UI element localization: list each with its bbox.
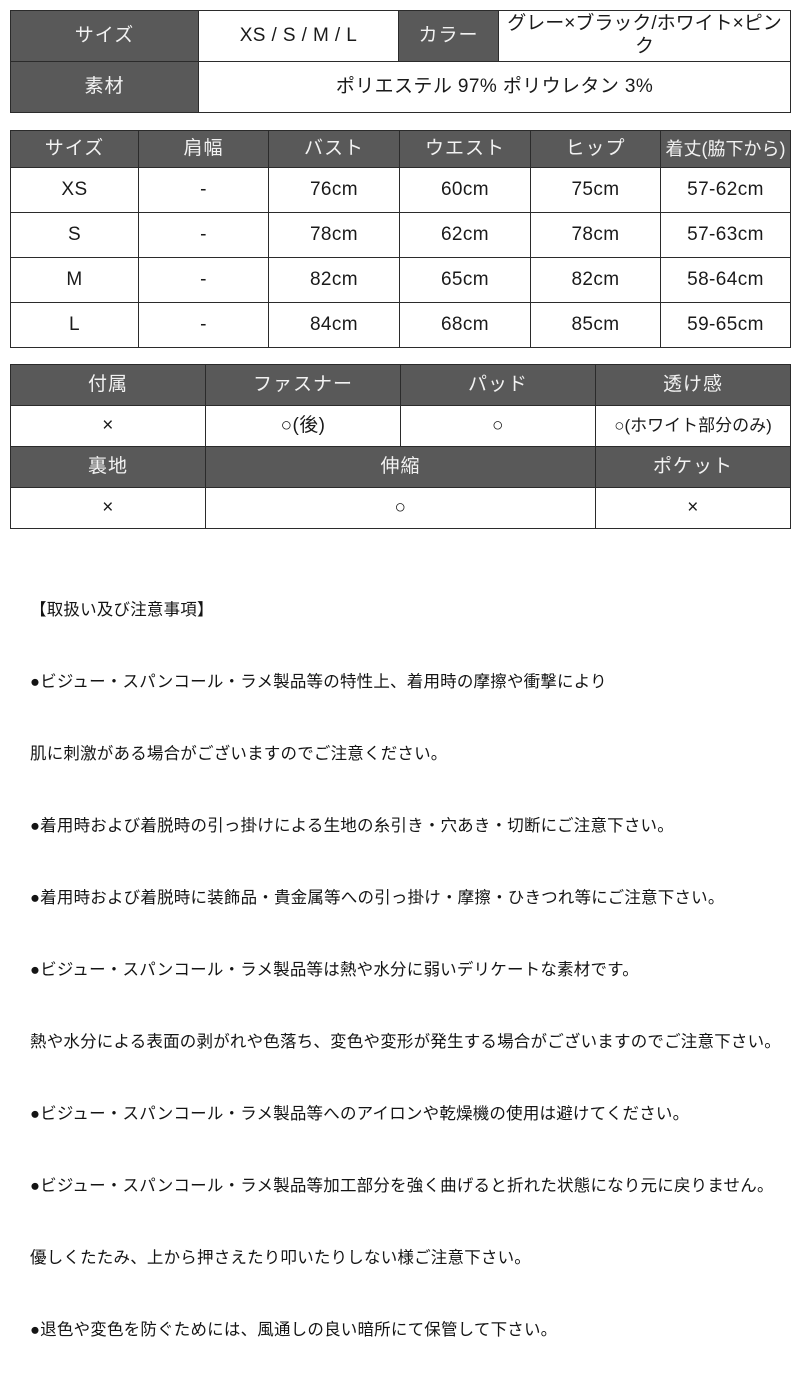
care-line: 優しくたたみ、上から押さえたり叩いたりしない様ご注意下さい。 <box>30 1249 531 1267</box>
table-header-row: 裏地 伸縮 ポケット <box>10 446 791 488</box>
size-cell-waist: 62cm <box>399 212 531 258</box>
basic-label-material: 素材 <box>10 61 199 113</box>
attr-header-lining: 裏地 <box>10 446 206 488</box>
table-header-row: サイズ 肩幅 バスト ウエスト ヒップ 着丈(脇下から) <box>10 130 791 168</box>
size-cell-size: L <box>10 302 139 348</box>
basic-info-table: サイズ XS / S / M / L カラー グレー×ブラック/ホワイト×ピンク… <box>10 10 791 113</box>
size-cell-shoulder: - <box>138 212 269 258</box>
basic-label-size: サイズ <box>10 10 199 62</box>
basic-value-color: グレー×ブラック/ホワイト×ピンク <box>498 10 791 62</box>
attr-header-accessory: 付属 <box>10 364 206 406</box>
size-cell-shoulder: - <box>138 167 269 213</box>
size-cell-bust: 84cm <box>268 302 400 348</box>
size-cell-length: 58-64cm <box>660 257 791 303</box>
size-cell-length: 59-65cm <box>660 302 791 348</box>
attr-value-zipper: ○(後) <box>205 405 401 447</box>
size-cell-hip: 82cm <box>530 257 661 303</box>
care-line: ●ビジュー・スパンコール・ラメ製品等は熱や水分に弱いデリケートな素材です。 <box>30 961 639 979</box>
care-line: 肌に刺激がある場合がございますのでご注意ください。 <box>30 745 448 763</box>
care-line: ●着用時および着脱時に装飾品・貴金属等への引っ掛け・摩擦・ひきつれ等にご注意下さ… <box>30 889 725 907</box>
attributes-table: 付属 ファスナー パッド 透け感 × ○(後) ○ ○(ホワイト部分のみ) 裏地… <box>10 364 791 529</box>
attr-value-pad: ○ <box>400 405 596 447</box>
table-row: M - 82cm 65cm 82cm 58-64cm <box>10 257 791 303</box>
table-row: 素材 ポリエステル 97% ポリウレタン 3% <box>10 61 791 113</box>
attr-value-stretch: ○ <box>205 487 596 529</box>
care-line: ●ビジュー・スパンコール・ラメ製品等へのアイロンや乾燥機の使用は避けてください。 <box>30 1105 690 1123</box>
size-cell-waist: 65cm <box>399 257 531 303</box>
care-line: 熱や水分による表面の剥がれや色落ち、変色や変形が発生する場合がございますのでご注… <box>30 1033 782 1051</box>
size-cell-length: 57-63cm <box>660 212 791 258</box>
product-spec-page: サイズ XS / S / M / L カラー グレー×ブラック/ホワイト×ピンク… <box>0 10 800 1339</box>
size-header-hip: ヒップ <box>530 130 661 168</box>
size-header-waist: ウエスト <box>399 130 531 168</box>
attr-header-stretch: 伸縮 <box>205 446 596 488</box>
size-measurement-table: サイズ 肩幅 バスト ウエスト ヒップ 着丈(脇下から) XS - 76cm 6… <box>10 130 791 348</box>
care-line: ●ビジュー・スパンコール・ラメ製品等の特性上、着用時の摩擦や衝撃により <box>30 673 607 691</box>
attr-value-sheerness: ○(ホワイト部分のみ) <box>595 405 791 447</box>
size-cell-length: 57-62cm <box>660 167 791 213</box>
size-cell-size: M <box>10 257 139 303</box>
size-header-shoulder: 肩幅 <box>138 130 269 168</box>
table-row: L - 84cm 68cm 85cm 59-65cm <box>10 302 791 348</box>
size-cell-hip: 75cm <box>530 167 661 213</box>
care-line: ●ビジュー・スパンコール・ラメ製品等加工部分を強く曲げると折れた状態になり元に戻… <box>30 1177 774 1195</box>
size-cell-waist: 60cm <box>399 167 531 213</box>
care-title: 【取扱い及び注意事項】 <box>30 601 214 619</box>
table-row: サイズ XS / S / M / L カラー グレー×ブラック/ホワイト×ピンク <box>10 10 791 62</box>
table-row: × ○ × <box>10 487 791 529</box>
size-cell-hip: 78cm <box>530 212 661 258</box>
size-cell-bust: 76cm <box>268 167 400 213</box>
size-header-size: サイズ <box>10 130 139 168</box>
care-instructions: 【取扱い及び注意事項】 ●ビジュー・スパンコール・ラメ製品等の特性上、着用時の摩… <box>30 550 782 1390</box>
table-row: × ○(後) ○ ○(ホワイト部分のみ) <box>10 405 791 447</box>
size-header-length: 着丈(脇下から) <box>660 130 791 168</box>
size-cell-bust: 82cm <box>268 257 400 303</box>
size-cell-shoulder: - <box>138 257 269 303</box>
care-line: ●退色や変色を防ぐためには、風通しの良い暗所にて保管して下さい。 <box>30 1321 558 1339</box>
size-cell-size: XS <box>10 167 139 213</box>
attr-header-sheerness: 透け感 <box>595 364 791 406</box>
attr-value-accessory: × <box>10 405 206 447</box>
attr-header-pad: パッド <box>400 364 596 406</box>
size-cell-waist: 68cm <box>399 302 531 348</box>
basic-value-size: XS / S / M / L <box>198 10 399 62</box>
care-line: ●着用時および着脱時の引っ掛けによる生地の糸引き・穴あき・切断にご注意下さい。 <box>30 817 674 835</box>
table-row: S - 78cm 62cm 78cm 57-63cm <box>10 212 791 258</box>
table-header-row: 付属 ファスナー パッド 透け感 <box>10 364 791 406</box>
attr-header-pocket: ポケット <box>595 446 791 488</box>
size-cell-bust: 78cm <box>268 212 400 258</box>
attr-value-pocket: × <box>595 487 791 529</box>
attr-value-lining: × <box>10 487 206 529</box>
table-row: XS - 76cm 60cm 75cm 57-62cm <box>10 167 791 213</box>
size-cell-size: S <box>10 212 139 258</box>
size-header-bust: バスト <box>268 130 400 168</box>
basic-value-material: ポリエステル 97% ポリウレタン 3% <box>198 61 791 113</box>
size-cell-shoulder: - <box>138 302 269 348</box>
basic-label-color: カラー <box>398 10 499 62</box>
size-cell-hip: 85cm <box>530 302 661 348</box>
attr-header-zipper: ファスナー <box>205 364 401 406</box>
